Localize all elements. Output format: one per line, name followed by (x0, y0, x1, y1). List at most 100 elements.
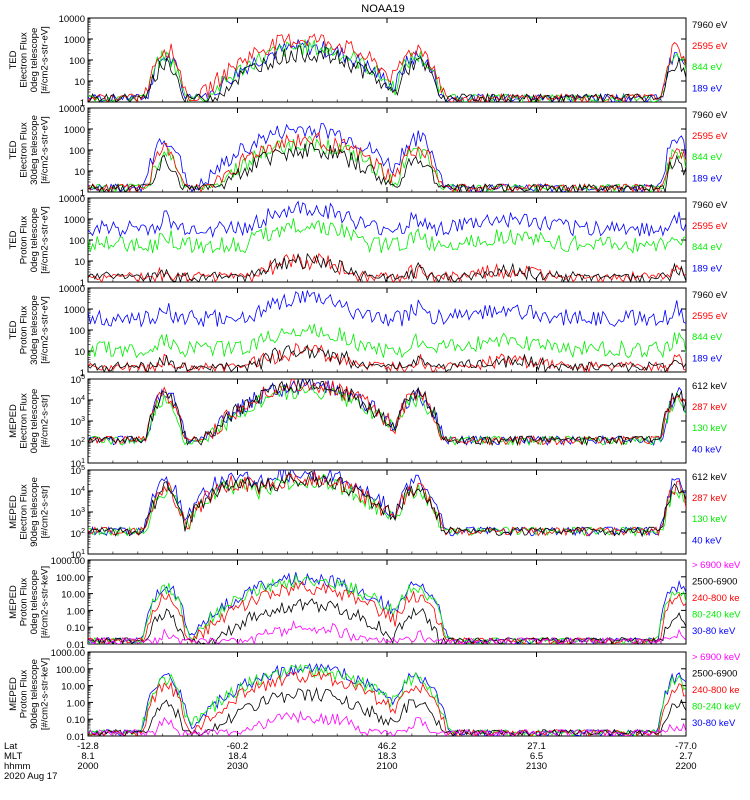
legend-entry: 189 eV (692, 263, 723, 274)
series-line (88, 581, 686, 644)
traces (88, 122, 686, 192)
y-tick-label: 0.10 (67, 715, 86, 726)
y-tick-label: 10000 (59, 284, 85, 295)
legend-entry: 80-240 keV (692, 610, 741, 621)
y-tick-label: 105 (71, 465, 86, 477)
legend-entry: 612 keV (692, 472, 728, 483)
legend-entry: 189 eV (692, 353, 723, 364)
y-tick-label: 1.00 (67, 606, 86, 617)
legend-entry: 7960 eV (692, 290, 728, 301)
panel-frame (87, 107, 687, 193)
panel-5: 101 102 103 104 105 MEPEDElectron Flux0deg te… (8, 374, 728, 470)
series-line (88, 620, 686, 644)
y-tick-label: 1000 (64, 35, 85, 46)
date-label: 2020 Aug 17 (4, 771, 57, 782)
y-tick-label: 1 (80, 98, 85, 109)
x-tick-label-mlt: 2.7 (679, 751, 692, 762)
legend-entry: 189 eV (692, 173, 723, 184)
y-tick-label: 103 (71, 416, 86, 428)
y-tick-label: 104 (71, 486, 86, 498)
y-tick-label: 100 (69, 56, 85, 67)
panel-frame (87, 17, 687, 103)
panel-4: 1 10 100 1000 10000 TEDProton Flux30deg teles… (8, 284, 728, 379)
y-axis-label: MEPEDElectron Flux0deg telescope[#/cm2-s… (8, 389, 51, 453)
series-line (88, 598, 686, 644)
series-line (88, 252, 686, 282)
series-line (88, 473, 686, 538)
y-tick-label: 1000 (64, 125, 85, 136)
y-tick-label: 1000 (64, 305, 85, 316)
traces (88, 379, 686, 447)
traces (88, 662, 686, 736)
y-tick-label: 10.00 (61, 682, 85, 693)
series-line (88, 470, 686, 538)
y-tick-label: 10000 (59, 194, 85, 205)
y-tick-label: 1 (80, 188, 85, 199)
y-tick-label: 1000 (64, 215, 85, 226)
y-tick-label: 102 (71, 437, 86, 449)
legend-entry: 844 eV (692, 242, 723, 253)
y-tick-label: 101 (71, 549, 86, 561)
x-tick-label-hhmm: 2000 (77, 761, 98, 772)
series-line (88, 38, 686, 102)
legend-entry: 844 eV (692, 152, 723, 163)
legend-entry: 7960 eV (692, 200, 728, 211)
series-line (88, 342, 686, 372)
series-line (88, 39, 686, 102)
y-tick-label: 1.00 (67, 698, 86, 709)
panel-7: 0.01 0.10 1.00 10.00 100.00 1000.00MEPEDProto… (8, 556, 741, 651)
series-line (88, 252, 686, 282)
y-tick-label: 1 (80, 368, 85, 379)
x-tick-label-lat: -77.0 (675, 741, 697, 752)
y-tick-label: 101 (71, 458, 86, 470)
legend-entry: > 6900 keV (692, 652, 741, 663)
x-row-label: MLT (4, 751, 22, 762)
legend-entry: > 6900 keV (692, 560, 741, 571)
y-tick-label: 10000 (59, 104, 85, 115)
legend-entry: 2595 eV (692, 41, 728, 52)
x-row-label: Lat (4, 741, 18, 752)
legend-entry: 130 keV (692, 423, 728, 434)
x-tick-label-mlt: 18.3 (378, 751, 397, 762)
legend-entry: 40 keV (692, 535, 722, 546)
y-tick-label: 103 (71, 507, 86, 519)
y-tick-label: 10 (74, 347, 85, 358)
series-line (88, 379, 686, 446)
x-tick-label-hhmm: 2130 (526, 761, 547, 772)
traces (88, 289, 686, 372)
x-tick-label-mlt: 6.5 (530, 751, 543, 762)
legend-entry: 130 keV (692, 514, 728, 525)
legend-entry: 240-800 ke (692, 593, 740, 604)
x-tick-label-lat: -12.8 (77, 741, 99, 752)
y-tick-label: 100 (69, 236, 85, 247)
legend-entry: 30-80 keV (692, 718, 736, 729)
panel-3: 1 10 100 1000 10000 TEDProton Flux0deg telesc… (8, 194, 728, 289)
series-line (88, 663, 686, 736)
series-line (88, 710, 686, 736)
legend-entry: 844 eV (692, 332, 723, 343)
y-axis-label: MEPEDProton Flux90deg telescope[#/cm2-s-… (8, 658, 51, 730)
y-tick-label: 102 (71, 528, 86, 540)
series-line (88, 200, 686, 239)
y-axis-label: TEDProton Flux0deg telescope[#/cm2-s-str… (8, 206, 51, 274)
y-tick-label: 0.01 (67, 732, 86, 743)
series-line (88, 323, 686, 359)
traces (88, 470, 686, 538)
y-tick-label: 10 (74, 257, 85, 268)
y-tick-label: 100.00 (56, 665, 85, 676)
series-line (88, 662, 686, 736)
x-tick-label-lat: 27.1 (527, 741, 546, 752)
legend-entry: 2595 eV (692, 131, 728, 142)
legend-entry: 40 keV (692, 444, 722, 455)
x-tick-label-hhmm: 2200 (675, 761, 696, 772)
legend-entry: 287 keV (692, 402, 728, 413)
series-line (88, 289, 686, 328)
traces (88, 33, 686, 102)
legend-entry: 189 eV (692, 83, 723, 94)
legend-entry: 2595 eV (692, 311, 728, 322)
legend-entry: 287 keV (692, 493, 728, 504)
x-tick-label-mlt: 18.4 (228, 751, 247, 762)
series-line (88, 218, 686, 254)
